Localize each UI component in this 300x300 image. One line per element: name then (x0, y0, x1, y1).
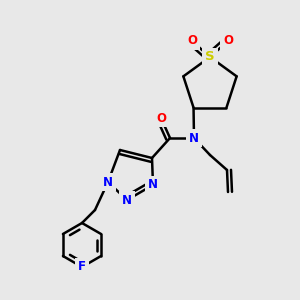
Text: N: N (148, 178, 158, 191)
Text: N: N (103, 176, 113, 188)
Text: O: O (223, 34, 233, 47)
Text: O: O (156, 112, 166, 124)
Text: S: S (205, 50, 215, 64)
Text: F: F (78, 260, 86, 274)
Text: N: N (189, 131, 199, 145)
Text: O: O (187, 34, 197, 47)
Text: N: N (122, 194, 132, 206)
